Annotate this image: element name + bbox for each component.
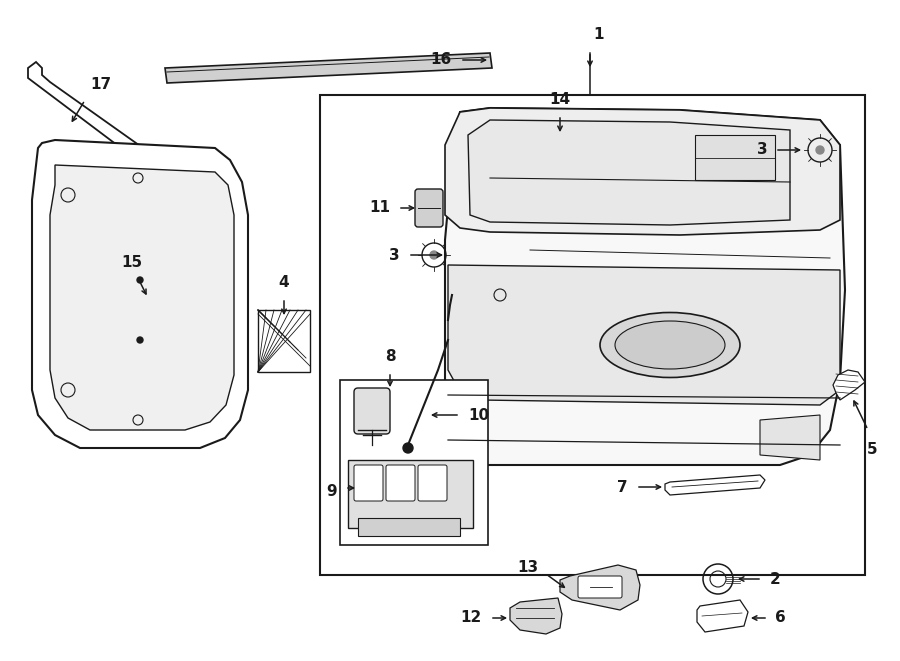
Circle shape xyxy=(403,443,413,453)
Text: 4: 4 xyxy=(279,275,289,290)
Text: 9: 9 xyxy=(327,485,337,500)
Polygon shape xyxy=(665,475,765,495)
Bar xyxy=(358,518,460,536)
Polygon shape xyxy=(833,370,865,400)
Bar xyxy=(340,380,488,545)
Polygon shape xyxy=(560,565,640,610)
Circle shape xyxy=(816,146,824,154)
FancyBboxPatch shape xyxy=(386,465,415,501)
Polygon shape xyxy=(445,108,840,235)
Polygon shape xyxy=(165,53,492,83)
Polygon shape xyxy=(510,598,562,634)
Polygon shape xyxy=(50,165,234,430)
Circle shape xyxy=(137,337,143,343)
Text: 8: 8 xyxy=(384,349,395,364)
Text: 1: 1 xyxy=(593,27,604,42)
Text: 15: 15 xyxy=(122,255,142,270)
FancyBboxPatch shape xyxy=(418,465,447,501)
Text: 14: 14 xyxy=(549,92,571,107)
Polygon shape xyxy=(28,62,228,222)
FancyBboxPatch shape xyxy=(354,388,390,434)
Text: 2: 2 xyxy=(770,572,781,586)
Bar xyxy=(258,310,310,372)
Text: 13: 13 xyxy=(517,559,538,574)
Bar xyxy=(320,95,865,575)
Bar xyxy=(695,135,775,180)
Polygon shape xyxy=(760,415,820,460)
FancyBboxPatch shape xyxy=(354,465,383,501)
Ellipse shape xyxy=(600,313,740,377)
Text: 10: 10 xyxy=(468,407,489,422)
Text: 16: 16 xyxy=(431,52,452,67)
Polygon shape xyxy=(468,120,790,225)
Text: 6: 6 xyxy=(775,611,786,625)
Circle shape xyxy=(137,277,143,283)
Text: 17: 17 xyxy=(90,77,111,92)
Polygon shape xyxy=(445,108,845,465)
Polygon shape xyxy=(697,600,748,632)
Circle shape xyxy=(430,251,438,259)
Polygon shape xyxy=(448,265,840,405)
Text: 7: 7 xyxy=(617,479,628,494)
Bar xyxy=(348,460,473,528)
Text: 11: 11 xyxy=(369,200,390,215)
FancyBboxPatch shape xyxy=(578,576,622,598)
FancyBboxPatch shape xyxy=(415,189,443,227)
Text: 12: 12 xyxy=(461,611,482,625)
Text: 3: 3 xyxy=(390,247,400,262)
Text: 5: 5 xyxy=(867,442,877,457)
Ellipse shape xyxy=(615,321,725,369)
Polygon shape xyxy=(32,140,248,448)
Text: 3: 3 xyxy=(758,143,768,157)
